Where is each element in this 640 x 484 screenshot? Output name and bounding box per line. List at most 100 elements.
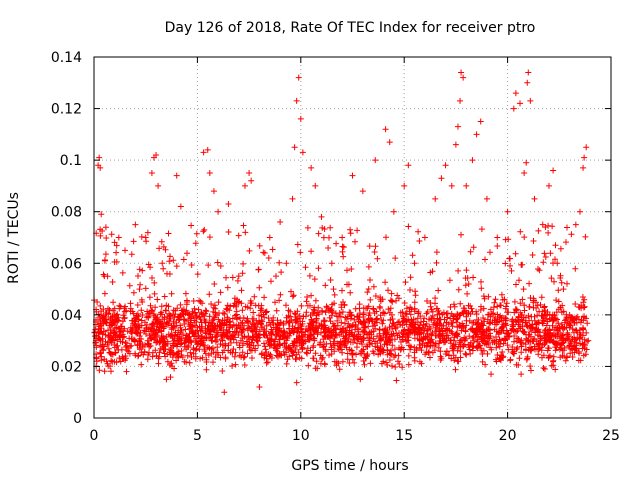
- data-point: [483, 195, 490, 202]
- data-point: [394, 358, 401, 365]
- data-point: [527, 97, 534, 104]
- data-point: [458, 69, 465, 76]
- data-point: [531, 195, 538, 202]
- data-point: [115, 234, 122, 241]
- data-point: [454, 123, 461, 130]
- data-point: [177, 203, 184, 210]
- data-point: [248, 177, 255, 184]
- data-point: [576, 208, 583, 215]
- data-point-band: [91, 222, 591, 386]
- data-point: [122, 247, 129, 254]
- data-point: [155, 182, 162, 189]
- y-tick-label: 0.06: [51, 256, 82, 272]
- y-tick-label: 0.08: [51, 205, 82, 221]
- plot-frame: [93, 56, 612, 419]
- x-tick-label: 15: [395, 428, 413, 444]
- data-point: [210, 188, 217, 195]
- y-tick-label: 0.1: [60, 153, 82, 169]
- data-point: [545, 182, 552, 189]
- data-points: [91, 69, 592, 396]
- data-point: [293, 97, 300, 104]
- data-point: [469, 157, 476, 164]
- data-point: [283, 260, 290, 267]
- data-point: [200, 149, 207, 156]
- y-tick-label: 0: [73, 411, 82, 427]
- axes-frame: [93, 56, 612, 419]
- data-point: [221, 389, 228, 396]
- data-point: [246, 170, 253, 177]
- data-point: [173, 172, 180, 179]
- data-point: [235, 273, 242, 280]
- data-point: [97, 164, 104, 171]
- y-tick-label: 0.12: [51, 102, 82, 118]
- x-tick-label: 5: [193, 428, 202, 444]
- data-point: [448, 182, 455, 189]
- chart-title: Day 126 of 2018, Rate Of TEC Index for r…: [165, 20, 536, 36]
- data-point: [291, 144, 298, 151]
- data-point: [560, 286, 567, 293]
- data-point: [241, 182, 248, 189]
- data-point: [585, 337, 592, 344]
- data-point: [411, 260, 418, 267]
- data-point: [318, 213, 325, 220]
- data-point: [386, 139, 393, 146]
- data-point: [488, 371, 495, 378]
- data-point: [523, 159, 530, 166]
- data-point: [266, 234, 273, 241]
- data-point: [289, 195, 296, 202]
- data-point: [277, 219, 284, 226]
- data-point: [359, 188, 366, 195]
- data-point: [452, 141, 459, 148]
- data-point: [256, 384, 263, 391]
- data-point: [504, 208, 511, 215]
- data-point: [299, 149, 306, 156]
- data-point: [308, 164, 315, 171]
- data-point: [583, 144, 590, 151]
- data-point: [372, 157, 379, 164]
- data-point: [148, 170, 155, 177]
- data-point: [297, 115, 304, 122]
- x-tick-label: 10: [292, 428, 310, 444]
- data-point: [581, 154, 588, 161]
- data-point: [339, 234, 346, 241]
- x-tick-label: 25: [602, 428, 620, 444]
- data-point: [94, 298, 101, 305]
- data-point: [153, 151, 160, 158]
- data-point: [510, 105, 517, 112]
- data-point: [438, 175, 445, 182]
- y-tick-label: 0.04: [51, 308, 82, 324]
- data-point: [204, 146, 211, 153]
- y-tick-label: 0.14: [51, 50, 82, 66]
- data-point: [206, 170, 213, 177]
- data-point: [580, 164, 587, 171]
- y-axis-label: ROTI / TECUs: [6, 192, 22, 284]
- data-point: [215, 208, 222, 215]
- data-point: [512, 90, 519, 97]
- data-point: [525, 69, 532, 76]
- data-point: [312, 182, 319, 189]
- y-tick-label: 0.02: [51, 359, 82, 375]
- data-point: [524, 79, 531, 86]
- data-point: [136, 286, 143, 293]
- data-point: [432, 195, 439, 202]
- axis-ticks: 0 5 10 15 20 25 0 0.02 0.04 0.06 0.08 0.1 0.12 0.14: [51, 50, 620, 444]
- data-point: [421, 234, 428, 241]
- data-point: [328, 260, 335, 267]
- data-point: [463, 182, 470, 189]
- x-axis-label: GPS time / hours: [291, 458, 408, 474]
- data-point: [225, 200, 232, 207]
- data-point: [473, 131, 480, 138]
- data-point: [457, 97, 464, 104]
- data-point: [349, 172, 356, 179]
- data-point: [382, 126, 389, 133]
- data-point: [96, 154, 103, 161]
- data-point: [517, 100, 524, 107]
- data-point: [521, 170, 528, 177]
- data-point: [405, 162, 412, 169]
- x-tick-label: 0: [90, 428, 99, 444]
- data-point: [401, 182, 408, 189]
- data-point: [98, 211, 105, 218]
- x-tick-label: 20: [499, 428, 517, 444]
- data-point: [390, 208, 397, 215]
